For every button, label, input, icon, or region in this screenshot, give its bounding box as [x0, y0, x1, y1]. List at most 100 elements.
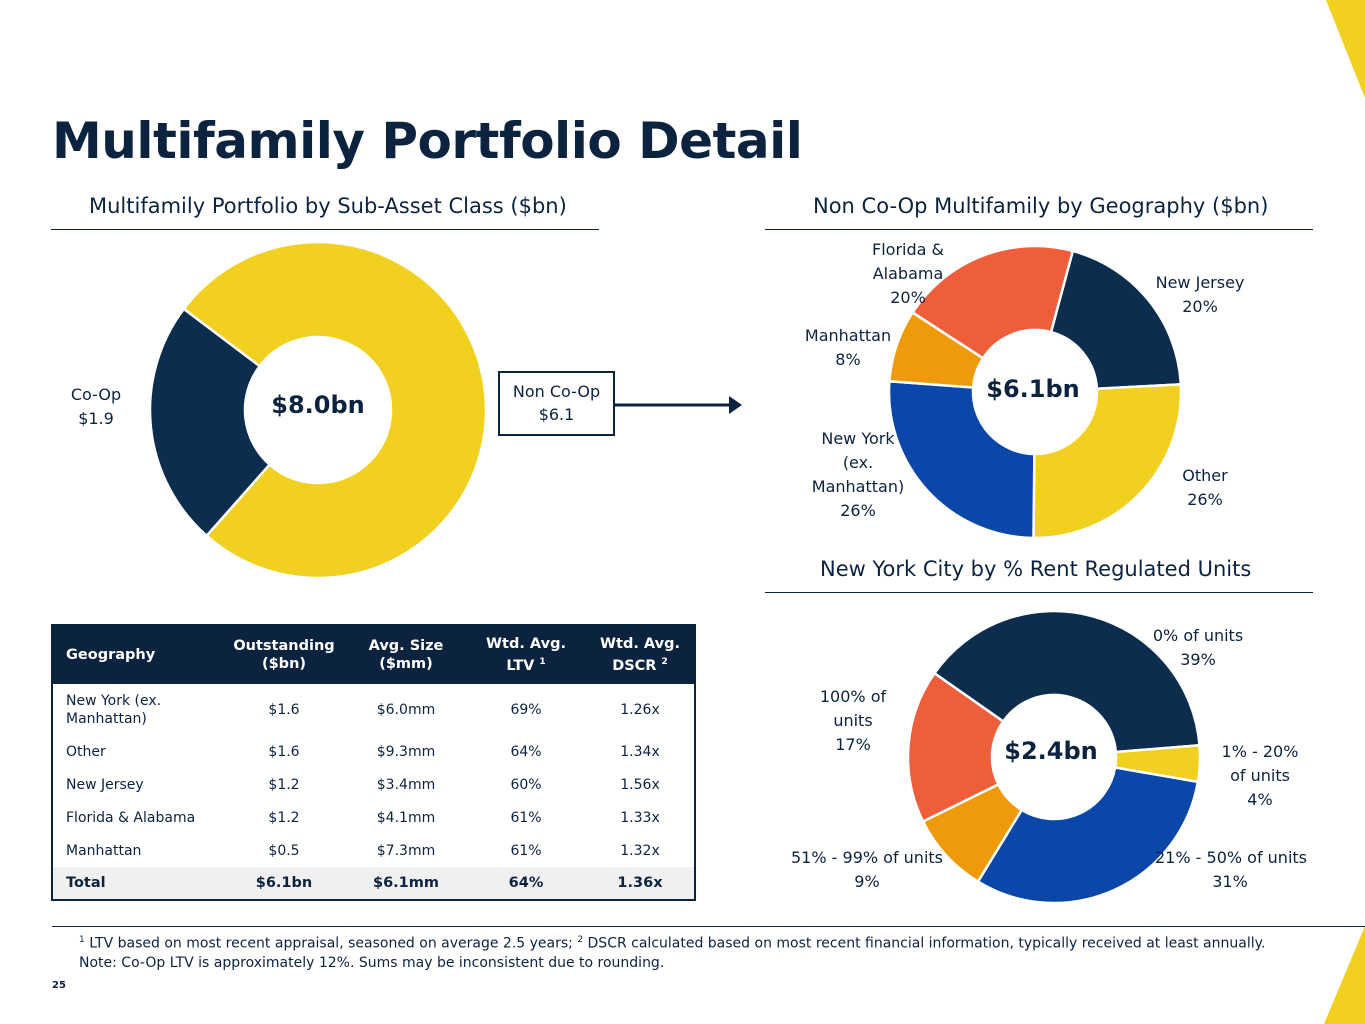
section-rule-left	[51, 229, 599, 230]
table-cell: $9.3mm	[376, 743, 436, 760]
donut-slice-100-of-units	[906, 671, 1005, 824]
slice-label-name: New York (ex. Manhattan)	[811, 429, 905, 496]
slice-label-other: Other 26%	[1165, 464, 1245, 512]
corner-accent-bottom	[1324, 926, 1365, 1024]
table-cell: Total	[52, 867, 222, 900]
table-total-row: Total $6.1bn $6.1mm 64% 1.36x	[52, 867, 695, 900]
table-cell: $3.4mm	[376, 776, 436, 793]
col-header-text: Wtd. Avg. LTV	[486, 636, 566, 674]
table-body: New York (ex. Manhattan) $1.6 $6.0mm 69% 1.2…	[52, 684, 695, 900]
table-cell: $1.6	[268, 743, 300, 760]
slice-label-value: 26%	[1187, 490, 1223, 509]
table-cell: 1.34x	[620, 743, 660, 760]
section-rule-right-top	[765, 229, 1313, 230]
table-cell: $6.0mm	[376, 701, 436, 718]
table-cell: 61%	[510, 809, 542, 826]
slice-label-name: 0% of units	[1152, 626, 1244, 645]
donut-chart-rent-regulated	[906, 609, 1202, 905]
table-cell: $1.2	[268, 776, 300, 793]
donut-center-label: $6.1bn	[986, 375, 1080, 403]
col-header-text: Outstanding ($bn)	[233, 638, 335, 672]
slice-label-value: 9%	[854, 872, 880, 891]
footnote-line-2: Note: Co-Op LTV is approximately 12%. Su…	[79, 955, 665, 971]
table-row: New York (ex. Manhattan) $1.6 $6.0mm 69% 1.2…	[52, 684, 695, 735]
donut-slice-other	[1032, 383, 1183, 540]
table-cell: Manhattan	[66, 842, 142, 859]
table-cell: 69%	[510, 701, 542, 718]
footnote-ref: 1	[539, 657, 546, 668]
col-header-geography: Geography	[52, 625, 222, 684]
footnote-ref: 2	[661, 657, 668, 668]
table-cell: $6.1bn	[222, 867, 346, 900]
table-row: Florida & Alabama $1.2 $4.1mm 61% 1.33x	[52, 801, 695, 834]
donut-slice-co-op	[148, 307, 272, 538]
footnote-line-1: 1 LTV based on most recent appraisal, se…	[79, 935, 1265, 952]
slice-label-name: Manhattan	[804, 326, 892, 345]
slice-label-name: 21% - 50% of units	[1155, 848, 1307, 867]
slice-label-value: 4%	[1247, 790, 1273, 809]
slice-label-100-pct: 100% of units 17%	[808, 685, 898, 757]
slice-label-name: New Jersey	[1155, 273, 1245, 292]
footnote-text: LTV based on most recent appraisal, seas…	[89, 935, 573, 952]
table-cell: 1.36x	[586, 867, 695, 900]
geography-table: Geography Outstanding ($bn) Avg. Size ($…	[51, 624, 696, 901]
donut-center-label: $2.4bn	[1004, 737, 1098, 765]
page-title: Multifamily Portfolio Detail	[52, 112, 803, 170]
slice-label-51-99-pct: 51% - 99% of units 9%	[791, 846, 943, 894]
slice-label-co-op: Co-Op $1.9	[56, 383, 136, 431]
table-cell: 1.32x	[620, 842, 660, 859]
table-cell: $1.2	[268, 809, 300, 826]
slice-label-value: 39%	[1180, 650, 1216, 669]
footnote-marker: 2	[577, 935, 584, 945]
table-cell: 64%	[466, 867, 586, 900]
donut-slice-florida-alabama	[910, 244, 1075, 360]
table-cell: $1.6	[268, 701, 300, 718]
callout-line2: $6.1	[538, 405, 575, 424]
footnote-text: DSCR calculated based on most recent fin…	[587, 935, 1266, 952]
slice-label-name: 51% - 99% of units	[791, 848, 943, 867]
page-number: 25	[52, 980, 66, 991]
callout-line1: Non Co-Op	[512, 382, 601, 401]
table-cell: 64%	[510, 743, 542, 760]
col-header-dscr: Wtd. Avg. DSCR 2	[586, 625, 695, 684]
table-row: Manhattan $0.5 $7.3mm 61% 1.32x	[52, 834, 695, 867]
donut-slice-new-york-ex-manhattan-	[887, 379, 1036, 540]
table-row: New Jersey $1.2 $3.4mm 60% 1.56x	[52, 768, 695, 801]
slice-label-name: Other	[1182, 466, 1228, 485]
slice-label-new-jersey: New Jersey 20%	[1150, 271, 1250, 319]
col-header-text: Avg. Size ($mm)	[368, 638, 444, 672]
table-cell: New York (ex. Manhattan)	[66, 692, 162, 727]
corner-accent-top	[1326, 0, 1365, 98]
table-cell: $0.5	[268, 842, 300, 859]
table-cell: New Jersey	[66, 776, 144, 793]
section-title-geography: Non Co-Op Multifamily by Geography ($bn)	[813, 194, 1269, 218]
donut-center-label: $8.0bn	[271, 391, 365, 419]
donut-chart-sub-asset	[148, 240, 488, 580]
donut-slice-0-of-units	[932, 609, 1201, 754]
col-header-avg-size: Avg. Size ($mm)	[346, 625, 466, 684]
slice-label-21-50-pct: 21% - 50% of units 31%	[1155, 846, 1307, 894]
table-row: Other $1.6 $9.3mm 64% 1.34x	[52, 735, 695, 768]
slice-label-name: Florida & Alabama	[872, 240, 944, 283]
table-cell: 1.56x	[620, 776, 660, 793]
arrow-right-icon	[615, 396, 742, 414]
slice-label-value: 20%	[1182, 297, 1218, 316]
col-header-text: Wtd. Avg. DSCR	[600, 636, 680, 674]
footer-rule	[52, 926, 1365, 927]
table-cell: Florida & Alabama	[66, 809, 196, 826]
slice-label-value: 8%	[835, 350, 861, 369]
slice-label-name: 100% of units	[819, 687, 887, 730]
table-cell: 1.33x	[620, 809, 660, 826]
slice-label-name: 1% - 20% of units	[1221, 742, 1299, 785]
table-cell: $4.1mm	[376, 809, 436, 826]
slice-label-manhattan: Manhattan 8%	[798, 324, 898, 372]
slice-label-value: 26%	[840, 501, 876, 520]
slice-label-value: 17%	[835, 735, 871, 754]
col-header-ltv: Wtd. Avg. LTV 1	[466, 625, 586, 684]
slice-label-1-20-pct: 1% - 20% of units 4%	[1207, 740, 1313, 812]
footnote-marker: 1	[79, 935, 85, 945]
slice-label-0-pct: 0% of units 39%	[1143, 624, 1253, 672]
slice-label-new-york: New York (ex. Manhattan) 26%	[803, 427, 913, 523]
table-header-row: Geography Outstanding ($bn) Avg. Size ($…	[52, 625, 695, 684]
slice-label-value: $1.9	[78, 409, 114, 428]
